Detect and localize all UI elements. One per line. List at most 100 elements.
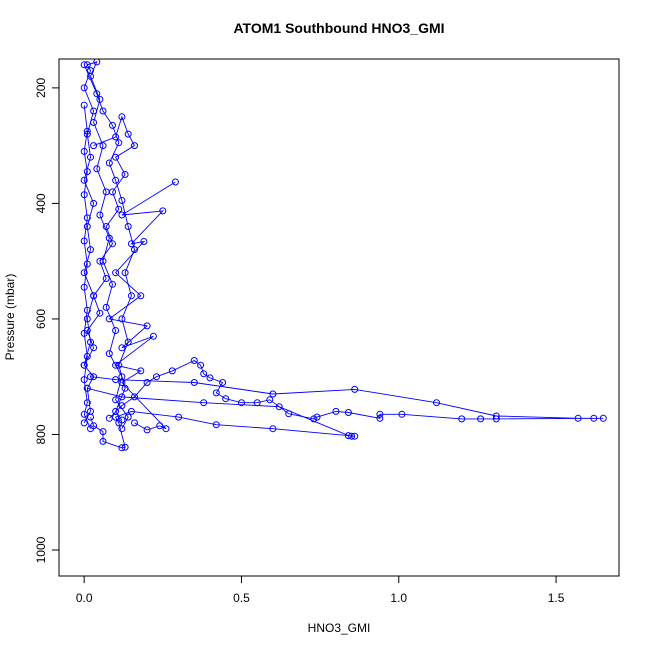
data-point [80,269,88,277]
data-point [310,415,318,423]
x-tick-label: 1.0 [390,591,407,605]
data-point [118,113,126,121]
data-point [90,199,98,207]
data-point [102,223,110,230]
data-point [99,437,107,445]
data-point [200,399,208,407]
data-point [127,407,135,415]
data-point [87,246,94,254]
data-point [344,409,352,416]
data-point [80,419,88,427]
data-point [99,142,107,150]
plot-frame [58,58,620,577]
data-point [109,188,116,196]
data-point [83,223,91,230]
data-point [159,207,167,215]
series-6 [80,61,138,424]
data-point [143,426,151,434]
y-axis-label: Pressure (mbar) [3,274,17,361]
data-point [131,419,138,427]
data-point [266,396,274,404]
data-point [102,303,110,311]
data-point [197,361,205,369]
data-point [109,280,116,288]
data-point [80,376,88,384]
data-point [93,59,101,66]
data-point [112,153,120,161]
data-point [376,410,384,418]
data-point [376,414,384,422]
data-point [118,344,126,352]
data-point [124,223,132,230]
x-tick-label: 0.0 [76,591,93,605]
data-point [115,139,123,147]
data-point [131,246,138,254]
data-point [118,393,126,401]
data-point [118,197,126,204]
data-point [433,399,440,407]
data-point [112,376,120,384]
data-point [190,357,198,364]
data-point [90,119,98,126]
data-point [206,374,214,382]
data-point [175,413,183,421]
y-tick-label: 200 [34,78,48,98]
data-point [90,142,98,150]
data-point [96,211,104,219]
data-point [599,414,607,422]
data-point [80,176,88,184]
x-tick-label: 0.5 [233,591,250,605]
data-point [105,414,113,422]
data-point [124,338,132,346]
data-point [83,260,91,268]
data-point [96,257,104,265]
data-point [80,101,88,109]
series-5 [80,113,138,369]
data-point [80,329,88,337]
data-point [87,153,94,161]
data-point [124,130,132,138]
y-tick-label: 1000 [34,536,48,563]
data-point [87,425,94,433]
data-point [219,379,227,386]
data-point [83,214,91,222]
data-point [143,322,151,330]
data-point [118,211,126,219]
data-point [190,379,198,386]
data-point [351,432,359,440]
data-point [127,292,135,300]
data-point [212,421,220,429]
data-point [168,367,176,375]
series-line [108,181,176,431]
data-point [269,390,277,398]
data-point [131,142,138,150]
data-point [275,403,283,411]
data-point [80,361,88,369]
data-point [83,315,91,323]
data-point [121,443,129,451]
y-tick-label: 800 [34,424,48,444]
data-point [80,283,88,291]
chart-title: ATOM1 Southbound HNO3_GMI [233,20,444,36]
x-tick-label: 1.5 [548,591,565,605]
series-2 [105,178,179,434]
data-point [112,176,120,184]
data-point [105,315,113,323]
data-point [99,428,107,436]
data-point [269,425,277,433]
data-point [574,414,582,422]
data-point [112,396,120,404]
series-line [87,387,355,449]
data-point [105,350,113,358]
data-point [80,84,88,92]
series-7 [80,101,94,433]
data-point [83,168,91,176]
data-point [121,384,129,392]
data-point [87,413,94,421]
data-point [83,127,91,135]
data-point [109,121,116,129]
data-point [90,344,98,352]
data-point [398,410,406,418]
